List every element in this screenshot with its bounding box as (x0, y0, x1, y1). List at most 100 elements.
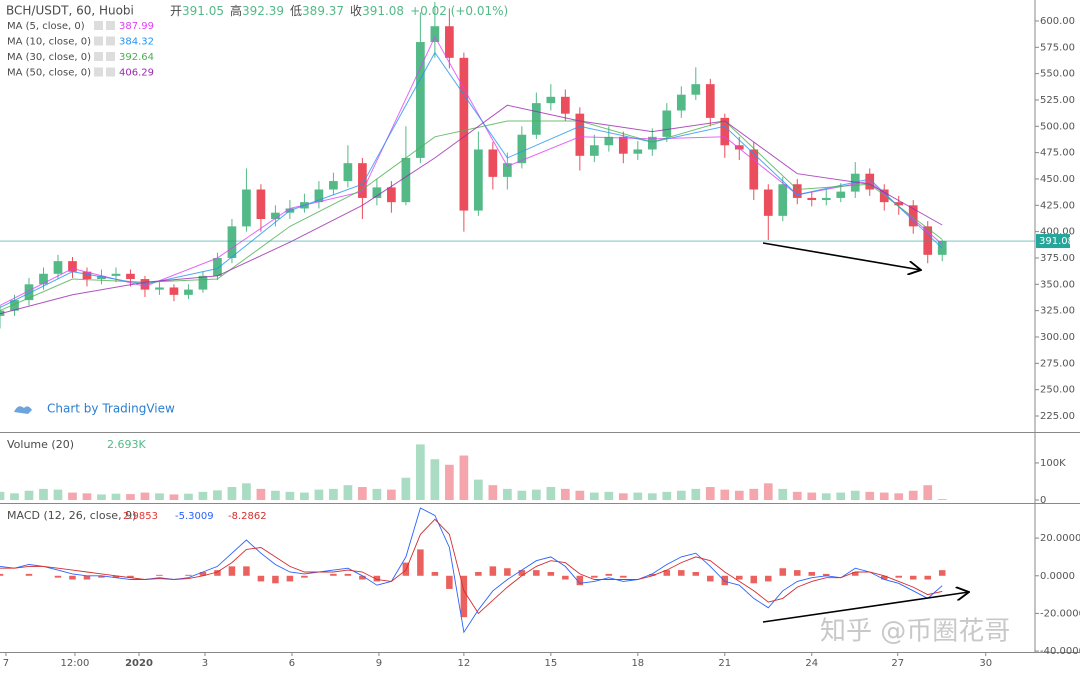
candle-body (908, 205, 918, 227)
volume-bar (198, 491, 208, 500)
volume-bar (416, 444, 425, 500)
labels: BCH/USDT, 60, Huobi 开391.05 高392.39 低389.3… (3, 3, 1080, 670)
x-tick-label: 12 (457, 658, 470, 669)
annotation-arrow (762, 242, 921, 270)
volume-bar (387, 489, 396, 500)
y-tick-label: 375.00 (1040, 253, 1075, 264)
y-tick-label: 275.00 (1040, 358, 1075, 369)
volume-bar (662, 491, 672, 500)
price-label-box (1036, 234, 1070, 249)
legend-value: 387.99 (119, 21, 154, 32)
legend-value: 392.64 (119, 52, 154, 63)
legend-icon (106, 67, 115, 77)
x-tick-label: 27 (891, 658, 904, 669)
macd-histogram-bar (83, 575, 91, 580)
macd-histogram-bar (880, 575, 888, 580)
candle-body (184, 289, 193, 295)
volume-bar (734, 490, 744, 500)
pane-title: MACD (12, 26, close, 9) (7, 509, 136, 522)
pane-title: Volume (20) (7, 438, 74, 451)
macd-histogram-bar (431, 572, 439, 576)
candle-body (314, 189, 324, 203)
candle-body (126, 273, 135, 280)
candle-body (821, 197, 831, 201)
candle-body (459, 57, 469, 211)
volume-bar (314, 489, 324, 500)
macd-histogram-bar (779, 568, 787, 576)
macd-histogram-bar (475, 572, 482, 576)
candle-body (705, 84, 715, 118)
candle-body (213, 257, 222, 276)
macd-histogram-bar (257, 575, 265, 582)
macd-histogram-bar (243, 566, 250, 576)
volume-bar (445, 464, 454, 500)
candle-body (358, 163, 367, 198)
x-tick-label: 9 (376, 658, 382, 669)
candle-body (68, 261, 77, 272)
macd-histogram-bar (851, 572, 859, 576)
x-tick-label: 12:00 (61, 658, 90, 669)
candle-body (198, 275, 208, 290)
y-tick-label: 20.0000 (1040, 533, 1080, 544)
candle-body (531, 103, 541, 135)
macd-histogram-bar (721, 575, 729, 586)
legend-icon (94, 36, 103, 46)
macd-histogram-bar (286, 575, 294, 582)
candle-body (503, 163, 512, 177)
volume-bar (836, 492, 846, 500)
volume-bar (474, 479, 483, 500)
candle-body (343, 163, 353, 182)
macd-histogram-bar (591, 575, 598, 578)
volume-bar (0, 491, 5, 500)
candle-body (227, 226, 237, 258)
candle-body (430, 26, 440, 43)
candle-body (691, 84, 701, 95)
y-tick-label: 225.00 (1040, 411, 1075, 422)
y-tick-label: 600.00 (1040, 16, 1075, 27)
volume-bar (850, 490, 860, 500)
macd-histogram-bar (98, 575, 105, 578)
volume-bar (227, 487, 237, 500)
candle-body (39, 273, 48, 285)
y-tick-label: 400.00 (1040, 227, 1075, 238)
candle-body (24, 284, 34, 301)
candle-body (560, 96, 570, 114)
volume-bar (546, 487, 556, 500)
x-tick-label: 18 (631, 658, 644, 669)
legend-value: 384.32 (119, 37, 154, 48)
volume-bar (792, 491, 802, 500)
candle-body (474, 149, 483, 211)
volume-bar (97, 494, 106, 500)
volume-bar (213, 490, 222, 500)
macd-histogram-bar (808, 572, 816, 576)
annotation-arrow (762, 592, 969, 623)
volume-bar (285, 491, 295, 500)
y-tick-label: 0 (1040, 495, 1046, 506)
y-tick-label: 325.00 (1040, 306, 1075, 317)
macd-histogram-bar (692, 572, 700, 576)
volume-bar (372, 488, 382, 500)
candle-body (155, 287, 164, 290)
candle-body (618, 136, 628, 154)
y-tick-label: 250.00 (1040, 385, 1075, 396)
macd-histogram-bar (489, 566, 497, 576)
volume-bar (749, 488, 759, 500)
y-tick-label: 300.00 (1040, 332, 1075, 343)
macd-histogram-bar (605, 573, 613, 576)
volume-bar (923, 485, 933, 500)
quote-label: 收 (350, 4, 362, 18)
volume-bar (531, 489, 541, 500)
candle-body (749, 149, 759, 190)
quote-label: 高 (230, 3, 242, 18)
y-tick-label: 550.00 (1040, 69, 1075, 80)
legend-icon (106, 36, 115, 46)
legend-value: 2.9853 (123, 511, 158, 522)
legend-value: 406.29 (119, 68, 154, 79)
candle-body (271, 212, 280, 220)
legend-label: MA (10, close, 0) (7, 37, 91, 48)
candle-body (923, 226, 933, 255)
candle-body (445, 26, 454, 58)
x-tick-label: 7 (3, 658, 9, 669)
volume-bar (358, 487, 367, 500)
volume-bar (271, 490, 280, 500)
